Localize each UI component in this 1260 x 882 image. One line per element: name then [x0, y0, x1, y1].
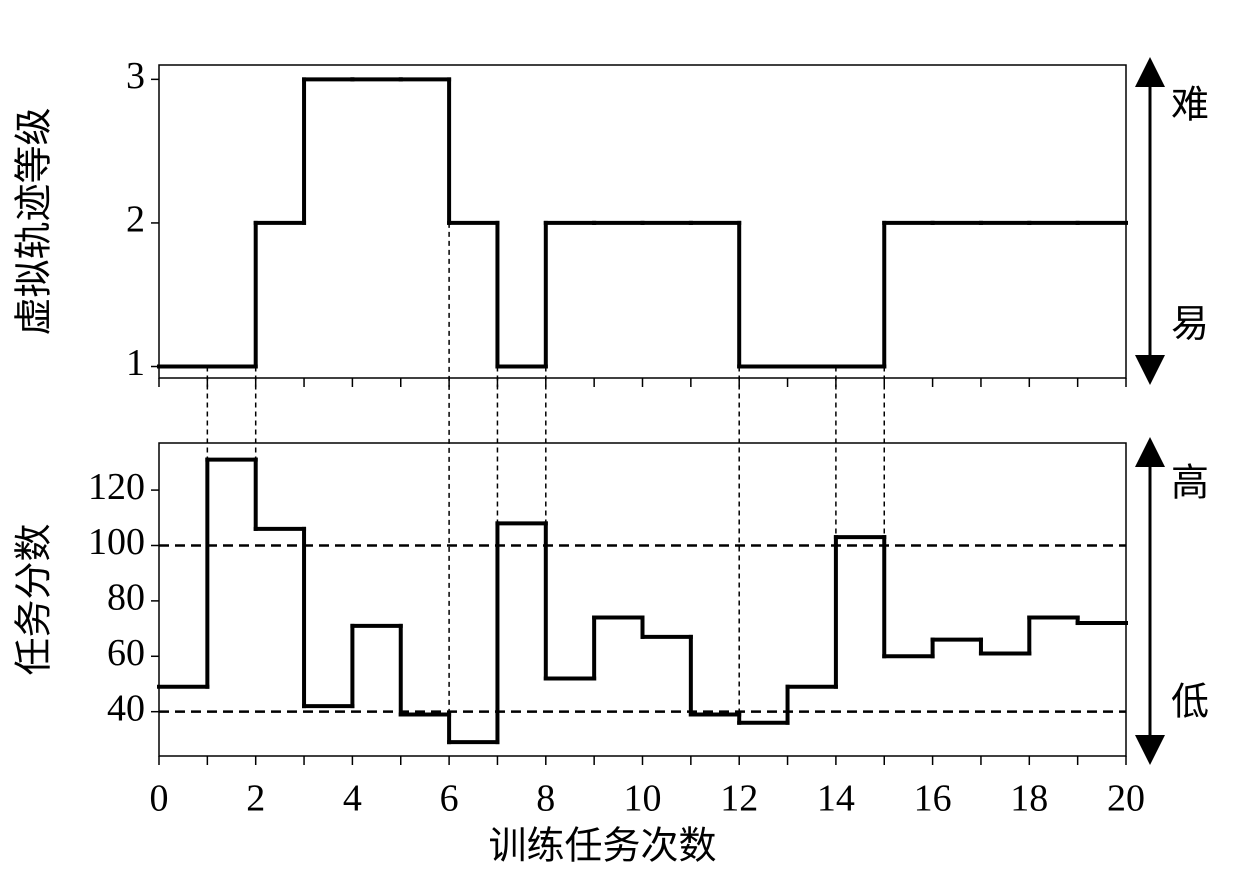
- annotation: 高: [1171, 463, 1209, 505]
- annotation: 易: [1171, 304, 1209, 346]
- y-tick-label: 3: [126, 55, 145, 97]
- x-tick-label: 8: [536, 778, 555, 820]
- x-tick-label: 2: [246, 778, 265, 820]
- y-tick-label: 2: [126, 199, 145, 241]
- y-tick-label: 100: [88, 521, 145, 563]
- x-tick-label: 20: [1107, 778, 1145, 820]
- x-tick-label: 18: [1010, 778, 1048, 820]
- x-tick-label: 6: [440, 778, 459, 820]
- x-tick-label: 10: [624, 778, 662, 820]
- y-axis-label: 任务分数: [14, 523, 56, 675]
- x-tick-label: 0: [150, 778, 169, 820]
- y-tick-label: 1: [126, 342, 145, 384]
- x-tick-label: 12: [720, 778, 758, 820]
- y-tick-label: 60: [107, 632, 145, 674]
- annotation: 低: [1171, 682, 1209, 724]
- y-tick-label: 40: [107, 687, 145, 729]
- x-tick-label: 4: [343, 778, 362, 820]
- x-tick-label: 16: [914, 778, 952, 820]
- y-tick-label: 80: [107, 577, 145, 619]
- x-axis-label: 训练任务次数: [488, 826, 716, 868]
- y-axis-label: 虚拟轨迹等级: [14, 107, 56, 335]
- annotation: 难: [1171, 85, 1209, 127]
- y-tick-label: 120: [88, 466, 145, 508]
- x-tick-label: 14: [817, 778, 855, 820]
